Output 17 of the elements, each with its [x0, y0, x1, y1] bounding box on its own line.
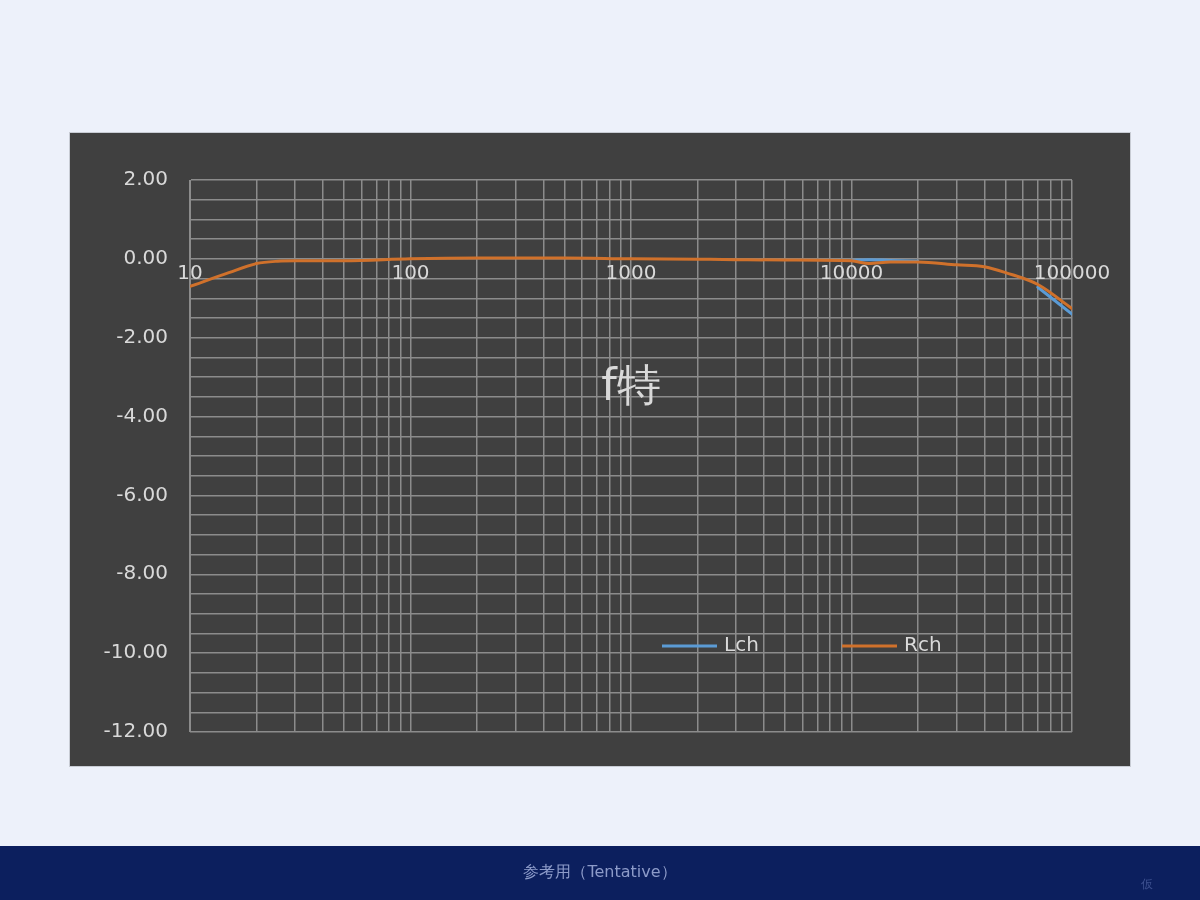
y-tick-label: -8.00 [116, 560, 168, 585]
text: 参考用（Tentative） [523, 862, 677, 881]
x-tick-label: 100000 [1033, 260, 1111, 285]
y-tick-label: -12.00 [103, 718, 168, 743]
y-tick-label: -6.00 [116, 481, 168, 506]
y-tick-label: -4.00 [116, 402, 168, 427]
text: f特 [601, 359, 661, 411]
y-tick-label: -2.00 [116, 323, 168, 348]
y-tick-label: 2.00 [123, 166, 168, 191]
x-tick-label: 1000 [605, 260, 657, 285]
x-tick-label: 100 [391, 260, 430, 285]
y-tick-label: -10.00 [103, 639, 168, 664]
legend-label: Lch [724, 632, 759, 657]
x-tick-label: 10000 [819, 260, 884, 285]
legend-label: Rch [904, 632, 942, 657]
x-tick-label: 10 [177, 260, 203, 285]
y-tick-label: 0.00 [123, 245, 168, 270]
